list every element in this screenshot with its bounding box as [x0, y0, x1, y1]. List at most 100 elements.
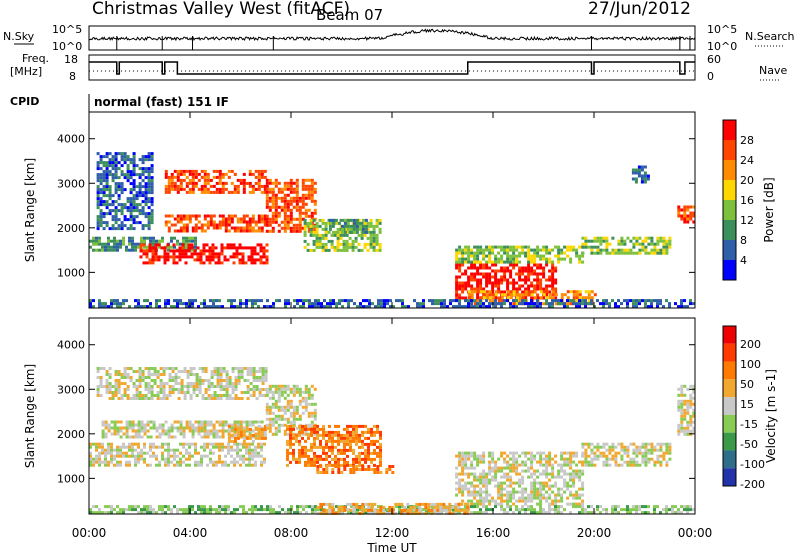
power-cell [114, 212, 118, 216]
power-cell [455, 278, 459, 282]
power-cell [265, 223, 269, 227]
power-cell [341, 299, 344, 303]
power-cell [200, 184, 204, 188]
power-cell [167, 181, 171, 185]
velocity-cell [349, 433, 352, 437]
power-cell [99, 161, 103, 165]
power-cell [185, 236, 188, 240]
power-cell [221, 305, 224, 309]
velocity-cell [551, 457, 555, 461]
power-cell [369, 245, 373, 249]
velocity-cell [470, 454, 474, 458]
velocity-cell [692, 429, 696, 433]
velocity-cell [156, 391, 160, 394]
velocity-cell [200, 426, 204, 430]
power-cell [262, 261, 266, 265]
velocity-cell [254, 505, 257, 509]
velocity-cell [557, 490, 561, 494]
power-cell [626, 302, 629, 306]
velocity-cell [141, 397, 145, 400]
velocity-cell [298, 439, 301, 443]
power-cell [380, 299, 383, 303]
power-cell [482, 305, 485, 309]
power-cell [328, 221, 332, 225]
power-cell [452, 305, 455, 309]
velocity-cell [123, 367, 127, 370]
velocity-cell [236, 430, 240, 434]
power-cell [138, 221, 142, 225]
velocity-cell [292, 427, 295, 431]
power-cell [554, 269, 558, 273]
velocity-cell [152, 454, 155, 458]
velocity-cell [215, 432, 219, 436]
velocity-cell [518, 499, 522, 503]
power-cell [126, 206, 130, 210]
velocity-cell [161, 429, 165, 433]
power-cell [572, 245, 576, 249]
velocity-cell [263, 433, 267, 437]
velocity-cell [500, 469, 504, 473]
velocity-cell [476, 460, 480, 464]
power-cell [366, 248, 370, 252]
velocity-cell [356, 511, 359, 515]
power-cell [154, 252, 158, 256]
velocity-cell [464, 466, 468, 470]
power-cell [623, 242, 627, 246]
velocity-cell [569, 502, 573, 506]
velocity-cell [677, 432, 681, 436]
power-cell [238, 261, 242, 265]
velocity-cell [221, 448, 224, 452]
velocity-cell [251, 454, 254, 458]
power-cell [218, 214, 222, 218]
power-cell [203, 302, 206, 306]
velocity-cell [92, 463, 95, 467]
power-cell [212, 184, 216, 188]
power-cell [96, 176, 100, 180]
velocity-cell [264, 379, 268, 382]
velocity-cell [277, 405, 281, 409]
power-cell [324, 221, 328, 225]
power-cell [569, 248, 573, 252]
velocity-cell [641, 454, 645, 458]
velocity-cell [310, 430, 313, 434]
power-cell [144, 155, 148, 159]
power-cell [476, 254, 480, 258]
power-cell [455, 257, 459, 261]
power-cell [134, 305, 137, 309]
power-cell [473, 287, 477, 291]
velocity-cell [135, 370, 139, 373]
power-cell [126, 155, 130, 159]
power-cell [96, 224, 100, 228]
velocity-cell [554, 493, 558, 497]
power-cell [117, 194, 121, 198]
power-cell [173, 181, 177, 185]
velocity-cell [590, 460, 594, 464]
power-cell [308, 305, 311, 309]
power-cell [120, 152, 124, 156]
velocity-cell [129, 376, 133, 379]
velocity-cell [566, 496, 570, 500]
power-cell [260, 220, 264, 224]
velocity-cell [331, 430, 334, 434]
power-cell [337, 221, 341, 225]
power-cell [659, 236, 663, 240]
velocity-cell [274, 399, 278, 403]
power-cell [312, 239, 316, 243]
power-cell [668, 302, 671, 306]
velocity-cell [503, 472, 507, 476]
power-cell [617, 305, 620, 309]
velocity-cell [150, 397, 154, 400]
power-cell [129, 227, 133, 231]
velocity-cell [113, 457, 116, 461]
velocity-cell [203, 420, 207, 424]
power-cell [333, 233, 337, 237]
power-cell [536, 272, 540, 276]
power-cell [617, 248, 621, 252]
velocity-cell [182, 511, 185, 515]
velocity-cell [218, 442, 221, 446]
power-cell [251, 299, 254, 303]
power-cell [98, 305, 101, 309]
power-cell [650, 242, 654, 246]
velocity-cell [254, 451, 257, 455]
